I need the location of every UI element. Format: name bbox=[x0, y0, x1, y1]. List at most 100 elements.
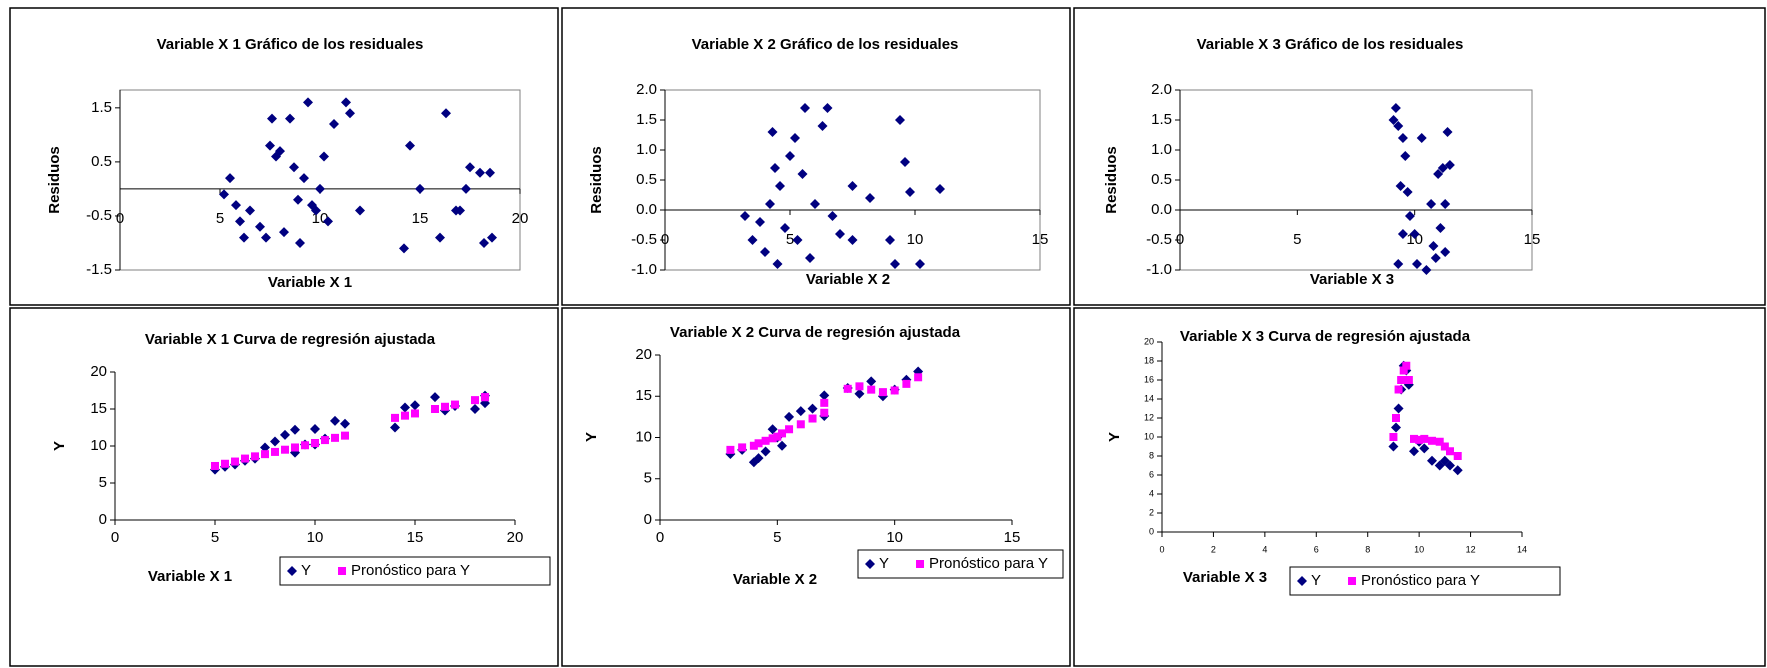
point bbox=[235, 216, 245, 227]
point bbox=[878, 388, 887, 397]
point bbox=[410, 400, 420, 411]
legend-label: Pronóstico para Y bbox=[351, 562, 470, 579]
point bbox=[1442, 127, 1453, 137]
point bbox=[767, 127, 778, 137]
point bbox=[935, 184, 945, 194]
point bbox=[340, 418, 350, 429]
point bbox=[817, 121, 828, 131]
x-tick-label: 15 bbox=[412, 210, 429, 227]
point bbox=[726, 445, 735, 454]
point bbox=[795, 406, 806, 417]
point bbox=[1435, 223, 1446, 233]
point bbox=[330, 415, 340, 426]
point bbox=[355, 205, 365, 216]
y-tick-label: -0.5 bbox=[1146, 231, 1172, 248]
point bbox=[270, 436, 280, 447]
y-tick-label: -0.5 bbox=[631, 231, 657, 248]
point bbox=[241, 454, 249, 463]
point bbox=[1388, 441, 1399, 452]
panels bbox=[9, 7, 1766, 667]
point bbox=[915, 259, 925, 269]
y-tick-label: -1.0 bbox=[631, 261, 657, 278]
y-tick-label: 0.5 bbox=[636, 171, 657, 188]
point bbox=[775, 181, 785, 191]
point bbox=[820, 408, 829, 417]
point bbox=[780, 223, 790, 233]
y-tick-label: 2 bbox=[1149, 507, 1154, 517]
point bbox=[1391, 422, 1401, 433]
point bbox=[765, 199, 775, 209]
y-tick-label: 0.0 bbox=[636, 201, 657, 218]
point bbox=[245, 205, 255, 216]
point bbox=[865, 193, 875, 203]
y-tick-label: 10 bbox=[1144, 431, 1154, 441]
point bbox=[441, 108, 451, 119]
point bbox=[761, 436, 770, 445]
point bbox=[310, 423, 320, 434]
point bbox=[1419, 443, 1430, 454]
point bbox=[738, 443, 747, 452]
point bbox=[1400, 151, 1411, 161]
x-tick-label: 2 bbox=[1211, 544, 1216, 554]
x-tick-label: 0 bbox=[656, 529, 664, 546]
point bbox=[760, 247, 770, 257]
point bbox=[895, 115, 905, 125]
point bbox=[311, 205, 321, 216]
y-axis-label: Residuos bbox=[46, 146, 63, 214]
y-tick-label: 14 bbox=[1144, 393, 1154, 403]
y-tick-label: -1.0 bbox=[1146, 261, 1172, 278]
point bbox=[1430, 253, 1441, 263]
y-tick-label: 18 bbox=[1144, 355, 1154, 365]
panel bbox=[1073, 307, 1766, 667]
y-tick-label: 1.5 bbox=[1151, 111, 1172, 128]
point bbox=[455, 205, 465, 216]
point bbox=[1415, 435, 1424, 444]
y-tick-label: 16 bbox=[1144, 374, 1154, 384]
point bbox=[767, 424, 778, 435]
point bbox=[1427, 455, 1437, 466]
y-axis-label: Y bbox=[1106, 432, 1123, 442]
x-tick-label: 5 bbox=[216, 210, 224, 227]
point bbox=[481, 393, 489, 402]
point bbox=[847, 181, 858, 191]
point bbox=[885, 235, 895, 245]
y-tick-label: 20 bbox=[635, 346, 652, 363]
point bbox=[285, 113, 295, 124]
point bbox=[319, 151, 329, 162]
point bbox=[1453, 452, 1462, 460]
point bbox=[239, 232, 249, 243]
point bbox=[479, 237, 489, 248]
point bbox=[405, 140, 415, 151]
x-axis-label: Variable X 1 bbox=[268, 274, 352, 291]
point bbox=[800, 103, 810, 113]
point bbox=[391, 413, 399, 422]
point bbox=[847, 235, 858, 245]
chart-title: Variable X 3 Curva de regresión ajustada bbox=[1180, 328, 1471, 345]
point bbox=[914, 373, 923, 382]
x-tick-label: 12 bbox=[1466, 544, 1476, 554]
y-tick-label: 2.0 bbox=[1151, 81, 1172, 98]
point bbox=[820, 398, 829, 407]
point bbox=[471, 396, 479, 405]
y-tick-label: 15 bbox=[635, 387, 652, 404]
point bbox=[430, 392, 440, 403]
point bbox=[323, 216, 333, 227]
point bbox=[808, 414, 817, 423]
y-tick-label: 0.5 bbox=[91, 153, 112, 170]
legend-label: Y bbox=[879, 555, 889, 572]
point bbox=[1445, 460, 1455, 471]
point bbox=[749, 441, 758, 450]
point bbox=[1404, 376, 1413, 384]
y-tick-label: 0 bbox=[644, 511, 652, 528]
x-tick-label: 5 bbox=[786, 231, 794, 248]
x-axis-label: Variable X 3 bbox=[1183, 569, 1267, 586]
point bbox=[1393, 121, 1404, 131]
point bbox=[792, 235, 803, 245]
y-tick-label: 1.0 bbox=[1151, 141, 1172, 158]
point bbox=[1420, 434, 1429, 443]
y-tick-label: -0.5 bbox=[86, 207, 112, 224]
point bbox=[740, 211, 750, 221]
y-tick-label: 15 bbox=[90, 400, 107, 417]
point bbox=[785, 425, 794, 434]
legend-marker bbox=[338, 567, 347, 575]
